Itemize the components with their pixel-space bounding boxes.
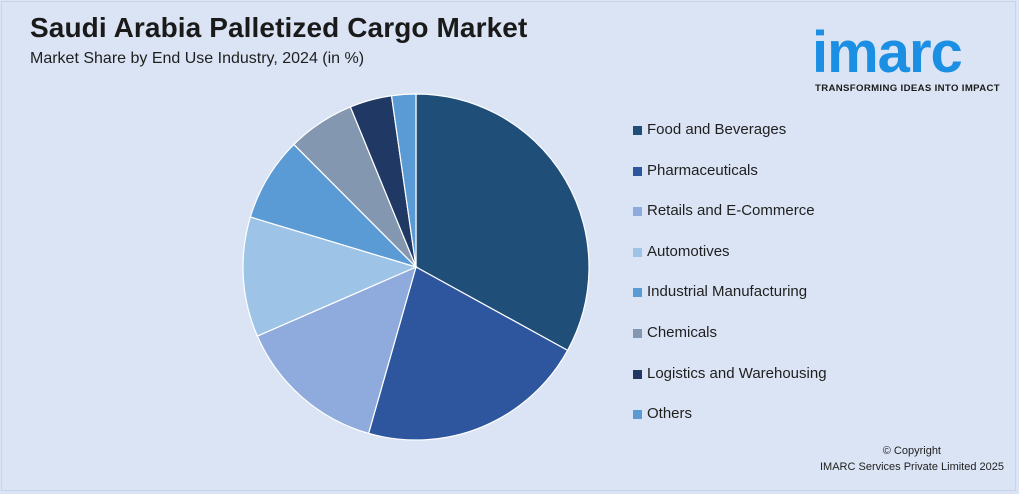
pie-slice-automotives — [242, 216, 418, 337]
legend-swatch — [633, 329, 642, 338]
legend-swatch — [633, 247, 642, 257]
pie-slice-food-and-beverages — [415, 93, 590, 352]
legend-label: Industrial Manufacturing — [647, 283, 808, 301]
legend-label: Food and Beverages — [647, 121, 787, 138]
chart-title: Saudi Arabia Palletized Cargo Market — [30, 12, 528, 43]
logo-wordmark: imarc — [812, 20, 963, 85]
legend-swatch — [633, 369, 642, 379]
pie-slice-others — [390, 93, 417, 268]
imarc-logo: imarc TRANSFORMING IDEAS INTO IMPACT — [812, 10, 1012, 100]
logo-tagline: TRANSFORMING IDEAS INTO IMPACT — [815, 83, 1000, 94]
legend-label: Logistics and Warehousing — [647, 364, 827, 382]
company-text: IMARC Services Private Limited 2025 — [819, 461, 1004, 473]
legend-label: Chemicals — [647, 324, 718, 341]
pie-slice-pharmaceuticals — [367, 266, 569, 441]
legend-label: Retails and E-Commerce — [647, 202, 815, 220]
legend-label: Automotives — [647, 242, 730, 260]
copyright-text: © Copyright — [882, 445, 941, 457]
legend-label: Pharmaceuticals — [647, 161, 758, 179]
pie-slice-retails-and-e-commerce — [256, 265, 417, 435]
legend-swatch — [633, 410, 642, 420]
legend-swatch — [633, 166, 642, 176]
legend-swatch — [633, 207, 642, 217]
legend-label: Others — [647, 405, 693, 423]
chart-subtitle: Market Share by End Use Industry, 2024 (… — [30, 50, 365, 67]
legend-swatch — [633, 126, 642, 135]
legend-swatch — [633, 288, 642, 298]
